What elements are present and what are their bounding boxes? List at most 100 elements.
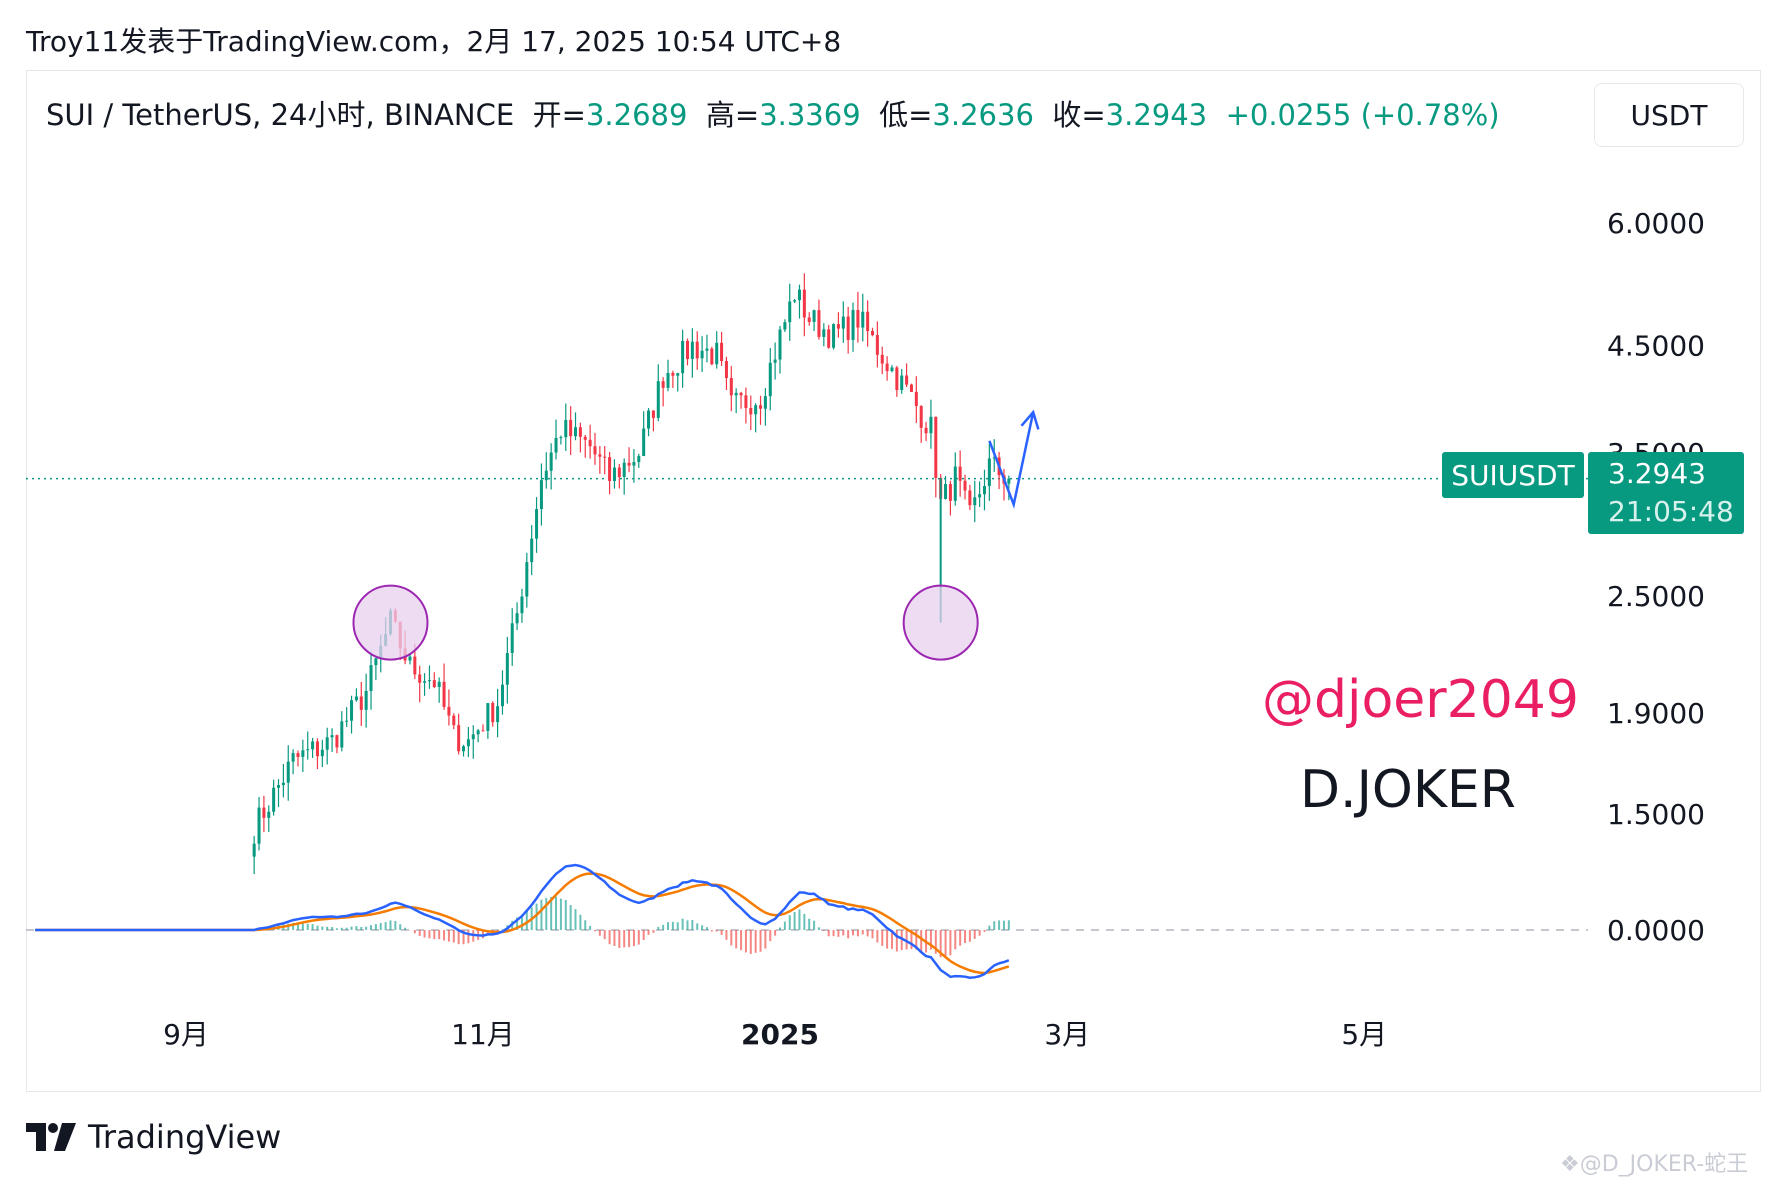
candle-up: [992, 457, 996, 459]
candle-down: [452, 715, 456, 726]
publish-caption: Troy11发表于TradingView.com，2月 17, 2025 10:…: [26, 25, 842, 58]
close-label: 收=: [1052, 98, 1106, 132]
candle-up: [471, 734, 475, 740]
candle-up: [500, 684, 504, 707]
candle-down: [924, 427, 928, 434]
tradingview-logo-text: TradingView: [88, 1118, 282, 1156]
candle-down: [442, 681, 446, 707]
name-watermark: D.JOKER: [1300, 760, 1516, 820]
chart-frame: [26, 70, 1761, 1092]
tradingview-logo[interactable]: TradingView: [26, 1118, 281, 1156]
candle-down: [262, 807, 266, 818]
time-tick-label: 5月: [1341, 1018, 1387, 1051]
projection-arrowhead: [1020, 409, 1040, 430]
time-tick-label: 3月: [1044, 1018, 1090, 1051]
candle-down: [846, 316, 850, 340]
candle-up: [252, 843, 256, 857]
candle-down: [603, 456, 607, 458]
macd-signal-line: [35, 872, 1010, 975]
candle-up: [476, 730, 480, 735]
candle-down: [491, 703, 495, 723]
candle-up: [369, 665, 373, 691]
candle-up: [408, 656, 412, 661]
candle-down: [870, 331, 875, 336]
symbol-name[interactable]: SUI / TetherUS, 24小时, BINANCE: [46, 98, 515, 132]
candle-up: [700, 350, 704, 359]
candle-down: [759, 405, 763, 409]
macd-line: [35, 863, 1010, 979]
candle-up: [861, 311, 865, 328]
candle-down: [588, 439, 592, 447]
candle-down: [671, 372, 675, 376]
candle-down: [836, 324, 840, 329]
candle-up: [286, 761, 290, 783]
candle-up: [929, 416, 933, 434]
candle-down: [885, 363, 889, 372]
candle-down: [651, 410, 655, 418]
candle-up: [953, 466, 957, 501]
candle-down: [593, 446, 597, 455]
candle-down: [481, 730, 485, 732]
candle-down: [739, 392, 743, 396]
candle-down: [359, 696, 363, 710]
candle-up: [637, 456, 641, 463]
candle-up: [423, 681, 427, 683]
candle-up: [982, 486, 987, 495]
candle-up: [554, 437, 558, 453]
candle-down: [695, 341, 699, 359]
candle-up: [900, 375, 904, 390]
candle-up: [525, 562, 529, 597]
candle-up: [340, 721, 344, 748]
candle-up: [530, 538, 534, 563]
candle-up: [715, 342, 719, 365]
candle-down: [729, 378, 733, 396]
candle-down: [578, 427, 582, 437]
candle-down: [710, 348, 714, 365]
candle-up: [325, 737, 329, 750]
candle-up: [797, 289, 801, 301]
candle-down: [661, 381, 665, 388]
candle-down: [802, 289, 806, 318]
candle-up: [841, 316, 845, 329]
candle-up: [622, 462, 626, 477]
candle-down: [413, 656, 417, 675]
price-tick-label: 2.5000: [1607, 580, 1705, 613]
candle-up: [890, 367, 894, 372]
candle-down: [744, 395, 748, 409]
currency-unit-button[interactable]: USDT: [1594, 83, 1744, 147]
candle-up: [496, 706, 500, 723]
candle-up: [257, 807, 261, 844]
candle-up: [354, 696, 358, 701]
candle-down: [895, 367, 899, 390]
candle-down: [919, 406, 923, 428]
price-tick-label: 1.9000: [1607, 697, 1705, 730]
candle-up: [832, 324, 836, 348]
candle-down: [968, 490, 972, 506]
candle-up: [374, 658, 378, 666]
candle-down: [598, 454, 602, 457]
circle-annotations: [352, 584, 979, 661]
candle-down: [934, 416, 938, 478]
candle-up: [520, 596, 524, 614]
candle-up: [564, 420, 568, 438]
candle-up: [632, 462, 636, 466]
candle-down: [880, 354, 884, 364]
close-value: 3.2943: [1105, 98, 1208, 132]
candle-up: [364, 690, 368, 710]
candle-down: [335, 735, 339, 748]
candle-up: [647, 410, 651, 429]
candle-down: [749, 408, 753, 415]
handle-watermark: @djoer2049: [1262, 670, 1579, 730]
candle-up: [486, 703, 490, 731]
candle-up: [515, 613, 519, 624]
candle-up: [676, 373, 680, 376]
candle-up: [973, 497, 977, 506]
projection-arrow: [988, 409, 1040, 509]
macd-tick-label: 0.0000: [1607, 914, 1705, 947]
candle-up: [642, 428, 646, 457]
candle-up: [437, 681, 441, 687]
candle-down: [948, 484, 952, 501]
candle-up: [559, 437, 563, 439]
